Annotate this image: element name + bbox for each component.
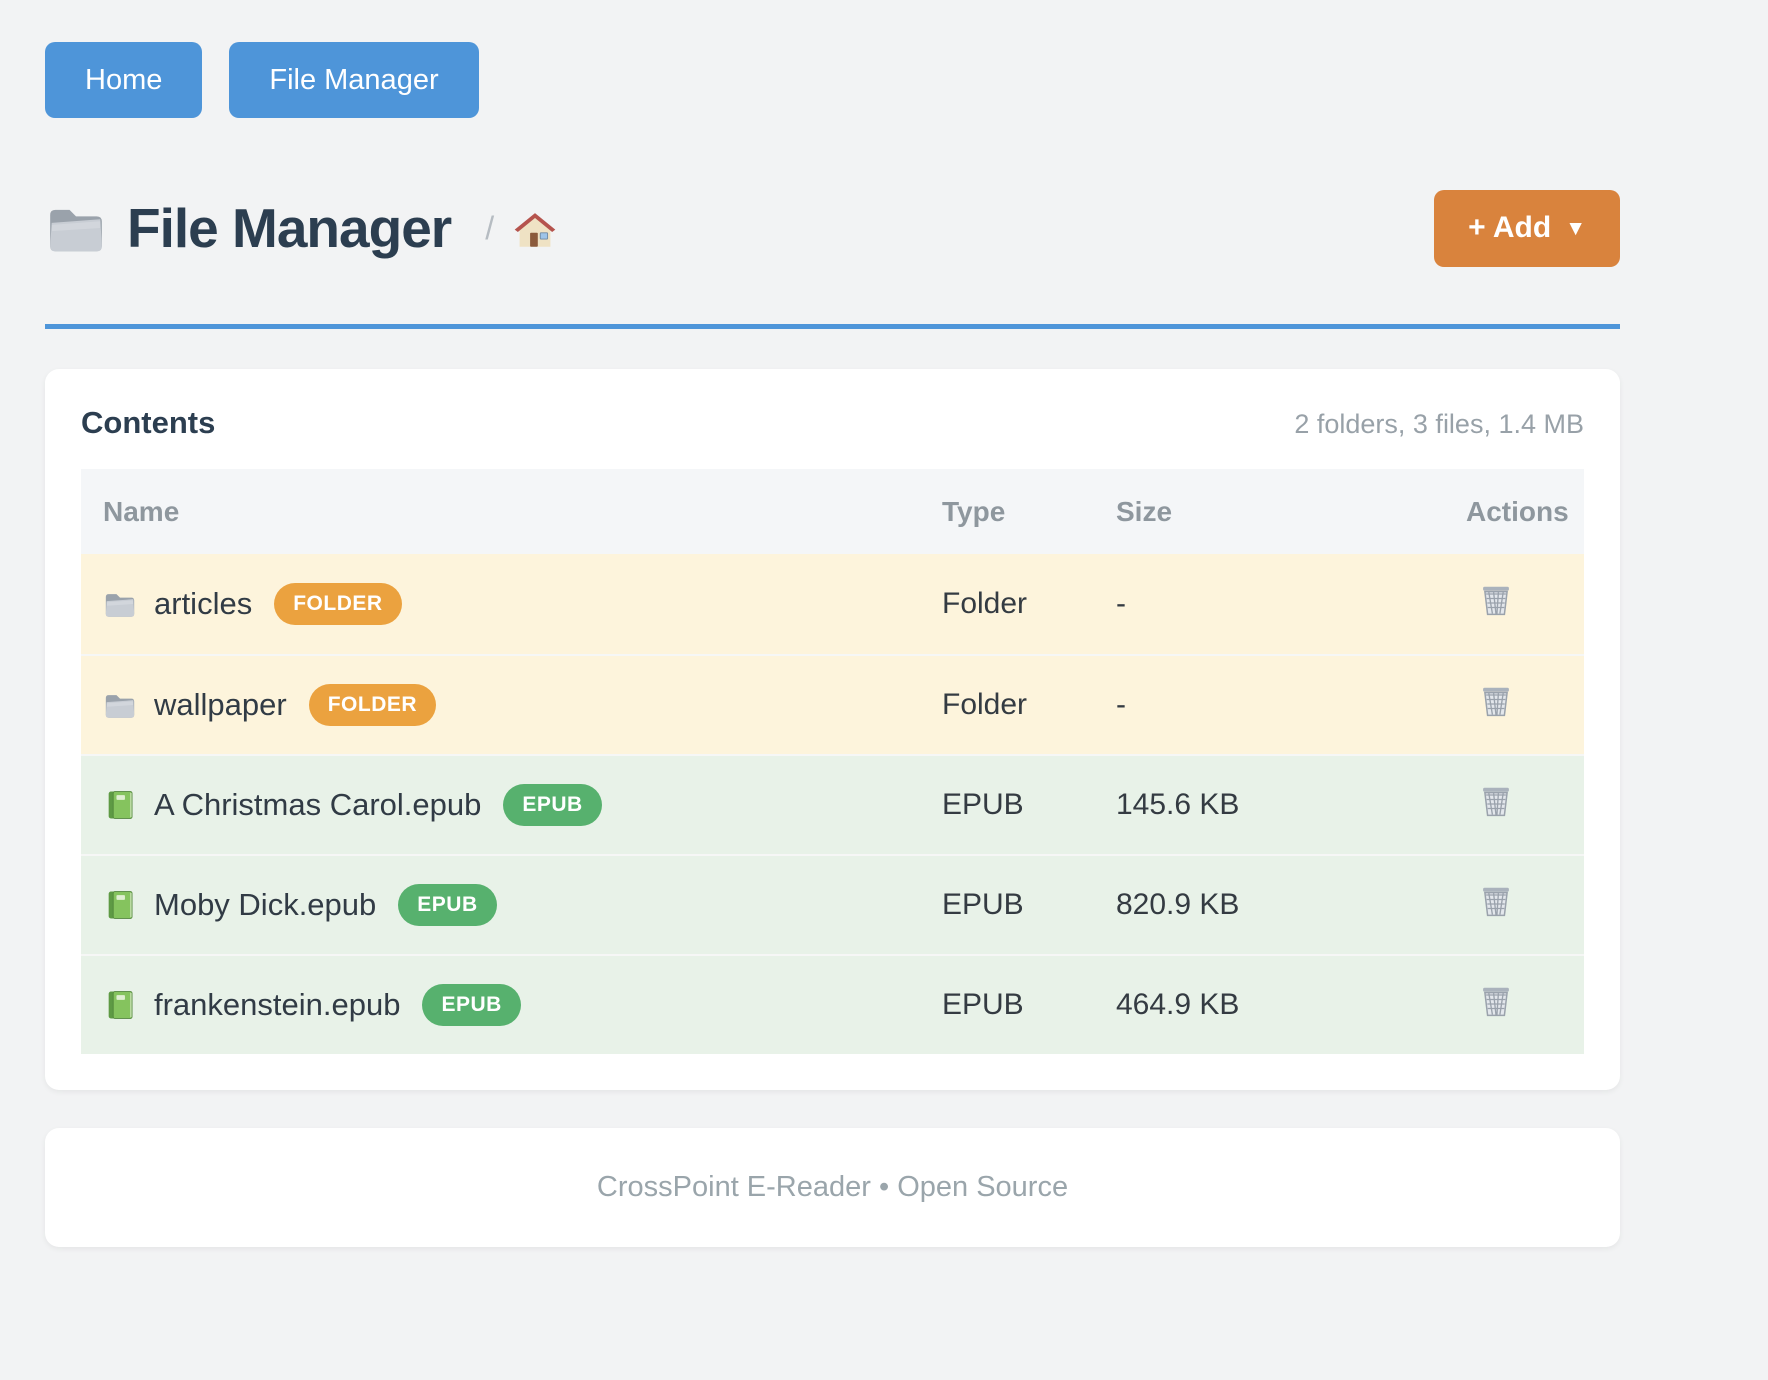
actions-cell — [1466, 982, 1584, 1028]
name-cell: articles FOLDER — [81, 583, 942, 625]
footer-text: CrossPoint E-Reader • Open Source — [596, 1171, 1069, 1203]
header-divider — [45, 324, 1620, 329]
column-header-type: Type — [942, 495, 1006, 527]
actions-cell — [1466, 882, 1584, 928]
file-size: 464.9 KB — [1116, 988, 1240, 1021]
page: Home File Manager File Manager / + Add ▼… — [45, 0, 1620, 1247]
book-icon — [103, 788, 137, 822]
file-name: articles — [154, 586, 253, 621]
add-button[interactable]: + Add ▼ — [1434, 189, 1620, 267]
column-header-size: Size — [1116, 495, 1173, 527]
file-name: wallpaper — [154, 687, 287, 722]
folder-icon — [103, 688, 137, 722]
contents-summary: 2 folders, 3 files, 1.4 MB — [1294, 409, 1584, 439]
type-badge: EPUB — [398, 884, 497, 926]
actions-cell — [1466, 581, 1584, 627]
page-title: File Manager — [127, 197, 452, 259]
folder-icon — [103, 587, 137, 621]
table-row[interactable]: A Christmas Carol.epub EPUB EPUB 145.6 K… — [81, 754, 1584, 854]
column-header-actions: Actions — [1466, 495, 1569, 527]
file-manager-button[interactable]: File Manager — [229, 42, 479, 118]
trash-icon[interactable] — [1478, 882, 1514, 920]
type-badge: EPUB — [422, 984, 521, 1026]
file-type: EPUB — [942, 788, 1024, 821]
column-header-name: Name — [103, 495, 180, 527]
name-cell: frankenstein.epub EPUB — [81, 984, 942, 1026]
file-size: 820.9 KB — [1116, 888, 1240, 921]
table-row[interactable]: wallpaper FOLDER Folder - — [81, 654, 1584, 754]
trash-icon[interactable] — [1478, 581, 1514, 619]
file-name: frankenstein.epub — [154, 987, 401, 1022]
book-icon — [103, 988, 137, 1022]
top-nav: Home File Manager — [45, 0, 1620, 118]
page-header: File Manager / + Add ▼ — [45, 178, 1620, 278]
file-type: Folder — [942, 587, 1028, 620]
name-cell: wallpaper FOLDER — [81, 684, 942, 726]
book-icon — [103, 888, 137, 922]
chevron-down-icon: ▼ — [1565, 217, 1586, 240]
trash-icon[interactable] — [1478, 782, 1514, 820]
table-body: articles FOLDER Folder - wallpaper FOLDE… — [81, 554, 1584, 1054]
name-cell: Moby Dick.epub EPUB — [81, 884, 942, 926]
folder-icon — [45, 197, 107, 259]
footer: CrossPoint E-Reader • Open Source — [45, 1128, 1620, 1247]
file-type: Folder — [942, 688, 1028, 721]
home-button[interactable]: Home — [45, 42, 203, 118]
name-cell: A Christmas Carol.epub EPUB — [81, 784, 942, 826]
file-table: Name Type Size Actions articles FOLDER F… — [81, 469, 1584, 1054]
actions-cell — [1466, 682, 1584, 728]
house-icon[interactable] — [514, 204, 556, 252]
file-type: EPUB — [942, 988, 1024, 1021]
card-header: Contents 2 folders, 3 files, 1.4 MB — [81, 405, 1584, 441]
table-row[interactable]: articles FOLDER Folder - — [81, 554, 1584, 654]
file-type: EPUB — [942, 888, 1024, 921]
breadcrumb-separator: / — [485, 209, 495, 246]
type-badge: FOLDER — [308, 684, 437, 726]
add-button-label: + Add — [1468, 211, 1552, 244]
card-title: Contents — [81, 405, 216, 440]
table-row[interactable]: Moby Dick.epub EPUB EPUB 820.9 KB — [81, 854, 1584, 954]
file-size: - — [1116, 688, 1126, 721]
type-badge: FOLDER — [274, 583, 402, 625]
file-size: - — [1116, 587, 1126, 620]
table-row[interactable]: frankenstein.epub EPUB EPUB 464.9 KB — [81, 954, 1584, 1054]
contents-card: Contents 2 folders, 3 files, 1.4 MB Name… — [45, 369, 1620, 1090]
trash-icon[interactable] — [1478, 982, 1514, 1020]
trash-icon[interactable] — [1478, 682, 1514, 720]
title-group: File Manager / — [45, 196, 1434, 260]
file-name: A Christmas Carol.epub — [154, 787, 482, 822]
file-name: Moby Dick.epub — [154, 887, 377, 922]
file-size: 145.6 KB — [1116, 788, 1240, 821]
table-header-row: Name Type Size Actions — [81, 469, 1584, 554]
type-badge: EPUB — [503, 784, 602, 826]
actions-cell — [1466, 782, 1584, 828]
